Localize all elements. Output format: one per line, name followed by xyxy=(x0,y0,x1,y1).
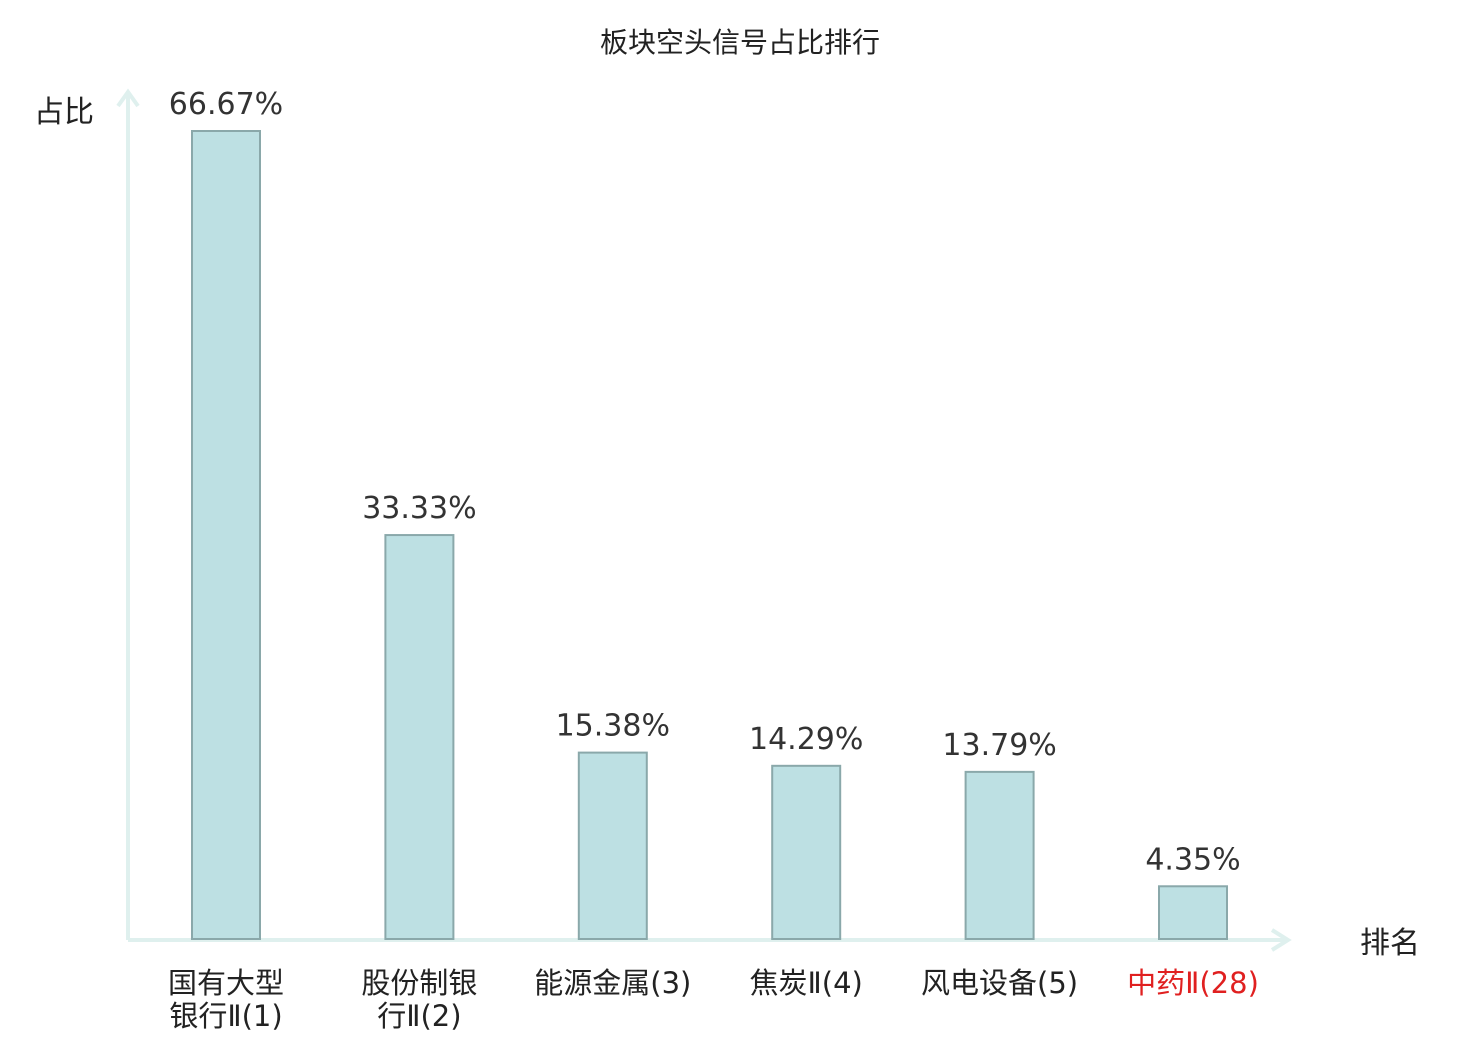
bar-6 xyxy=(1158,885,1228,941)
bar-series xyxy=(191,130,1228,941)
value-label-2: 33.33% xyxy=(362,491,476,526)
x-axis-label: 排名 xyxy=(1360,926,1420,961)
bar-5 xyxy=(964,770,1035,940)
category-label-line: 焦炭Ⅱ(4) xyxy=(750,966,863,1000)
bar-1 xyxy=(191,130,261,940)
value-label-4: 14.29% xyxy=(749,722,863,757)
y-axis-label: 占比 xyxy=(34,95,94,130)
y-axis xyxy=(116,88,140,940)
category-label-line: 能源金属(3) xyxy=(534,966,691,1000)
bar-4 xyxy=(771,764,842,940)
category-label-line: 行Ⅱ(2) xyxy=(377,999,461,1033)
value-label-3: 15.38% xyxy=(556,709,670,744)
category-label-5: 风电设备(5) xyxy=(921,966,1078,1000)
category-label-1: 国有大型银行Ⅱ(1) xyxy=(168,966,284,1033)
category-label-line: 银行Ⅱ(1) xyxy=(169,999,282,1033)
category-label-4: 焦炭Ⅱ(4) xyxy=(750,966,863,1000)
bar-2 xyxy=(384,534,455,940)
category-label-line: 股份制银 xyxy=(361,966,477,1000)
category-label-line: 风电设备(5) xyxy=(921,966,1078,1000)
data-labels: 66.67% 33.33% 15.38% 14.29% 13.79% 4.35% xyxy=(169,87,1241,877)
x-axis-arrow-icon xyxy=(1270,928,1292,952)
category-label-6: 中药Ⅱ(28) xyxy=(1127,966,1259,1000)
bar-3 xyxy=(577,751,648,940)
category-labels: 国有大型银行Ⅱ(1) 股份制银行Ⅱ(2) 能源金属(3) 焦炭Ⅱ(4) 风电设备(5) 中… xyxy=(168,966,1259,1033)
x-axis xyxy=(128,928,1292,952)
category-label-line: 中药Ⅱ(28) xyxy=(1127,966,1259,1000)
category-label-2: 股份制银行Ⅱ(2) xyxy=(361,966,477,1033)
value-label-5: 13.79% xyxy=(942,728,1056,763)
y-axis-arrow-icon xyxy=(116,88,140,108)
value-label-1: 66.67% xyxy=(169,87,283,122)
value-label-6: 4.35% xyxy=(1145,842,1240,877)
category-label-line: 国有大型 xyxy=(168,966,284,1000)
category-label-3: 能源金属(3) xyxy=(534,966,691,1000)
chart-title: 板块空头信号占比排行 xyxy=(600,26,880,59)
